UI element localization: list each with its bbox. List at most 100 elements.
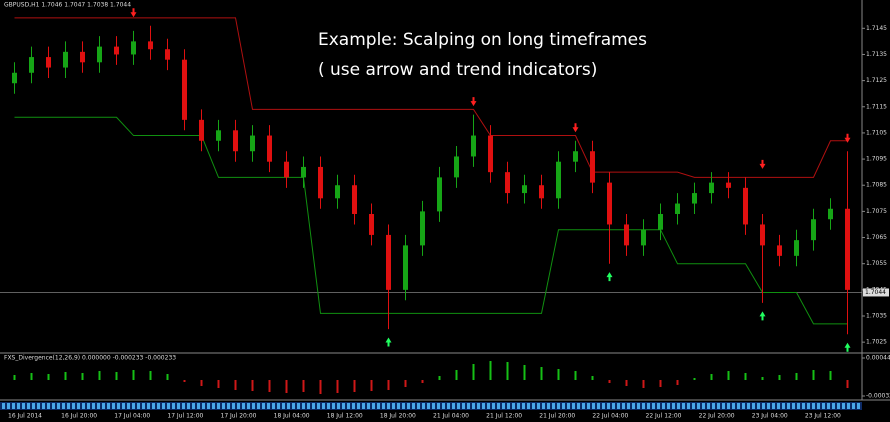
y-tick-label: 1.7135	[866, 51, 887, 58]
strip-cell	[487, 403, 490, 409]
strip-cell	[527, 403, 530, 409]
strip-cell	[482, 403, 485, 409]
strip-cell	[257, 403, 260, 409]
x-tick-label: 16 Jul 2014	[8, 413, 42, 420]
strip-cell	[712, 403, 715, 409]
strip-cell	[442, 403, 445, 409]
strip-cell	[757, 403, 760, 409]
strip-cell	[767, 403, 770, 409]
y-tick-label: 1.7025	[866, 339, 887, 346]
candle-body	[573, 151, 578, 162]
strip-cell	[687, 403, 690, 409]
candle-body	[267, 135, 272, 162]
x-tick-label: 18 Jul 04:00	[274, 413, 310, 420]
strip-cell	[367, 403, 370, 409]
strip-cell	[362, 403, 365, 409]
candle-body	[777, 245, 782, 256]
strip-cell	[627, 403, 630, 409]
candle-body	[386, 234, 391, 290]
strip-cell	[582, 403, 585, 409]
strip-cell	[157, 403, 160, 409]
strip-cell	[727, 403, 730, 409]
candle-body	[131, 41, 136, 55]
strip-cell	[67, 403, 70, 409]
buy-arrow	[844, 342, 851, 352]
strip-cell	[282, 403, 285, 409]
strip-cell	[657, 403, 660, 409]
candle-body	[335, 185, 340, 199]
y-tick-label: 1.7115	[866, 103, 887, 110]
buy-arrow	[385, 337, 392, 347]
candle-body	[199, 119, 204, 141]
x-tick-label: 22 Jul 04:00	[592, 413, 628, 420]
strip-cell	[57, 403, 60, 409]
strip-cell	[347, 403, 350, 409]
strip-cell	[612, 403, 615, 409]
strip-cell	[772, 403, 775, 409]
strip-cell	[677, 403, 680, 409]
strip-cell	[242, 403, 245, 409]
strip-cell	[297, 403, 300, 409]
candle-body	[709, 182, 714, 194]
strip-cell	[47, 403, 50, 409]
candle-body	[556, 161, 561, 199]
candle-body	[318, 166, 323, 199]
strip-cell	[507, 403, 510, 409]
strip-cell	[392, 403, 395, 409]
candle-body	[828, 208, 833, 220]
x-tick-label: 16 Jul 20:00	[61, 413, 97, 420]
strip-cell	[252, 403, 255, 409]
strip-cell	[277, 403, 280, 409]
candle-body	[233, 130, 238, 152]
strip-cell	[782, 403, 785, 409]
strip-cell	[662, 403, 665, 409]
strip-cell	[77, 403, 80, 409]
candle-body	[97, 46, 102, 63]
y-tick-label: 1.7075	[866, 208, 887, 215]
strip-cell	[162, 403, 165, 409]
strip-cell	[672, 403, 675, 409]
strip-cell	[407, 403, 410, 409]
strip-cell	[422, 403, 425, 409]
strip-cell	[822, 403, 825, 409]
strip-cell	[842, 403, 845, 409]
strip-cell	[107, 403, 110, 409]
strip-cell	[217, 403, 220, 409]
candle-body	[114, 46, 119, 55]
strip-cell	[452, 403, 455, 409]
strip-cell	[607, 403, 610, 409]
candle-body	[301, 166, 306, 178]
candle-body	[284, 161, 289, 178]
strip-cell	[147, 403, 150, 409]
strip-cell	[97, 403, 100, 409]
strip-cell	[622, 403, 625, 409]
strip-cell	[102, 403, 105, 409]
strip-cell	[707, 403, 710, 409]
current-price-label: 1.7044	[865, 289, 886, 296]
x-tick-label: 22 Jul 20:00	[699, 413, 735, 420]
strip-cell	[437, 403, 440, 409]
strip-cell	[857, 403, 860, 409]
strip-cell	[152, 403, 155, 409]
strip-cell	[777, 403, 780, 409]
strip-cell	[387, 403, 390, 409]
strip-cell	[227, 403, 230, 409]
strip-cell	[572, 403, 575, 409]
x-tick-label: 23 Jul 04:00	[752, 413, 788, 420]
strip-cell	[832, 403, 835, 409]
strip-cell	[7, 403, 10, 409]
strip-cell	[752, 403, 755, 409]
strip-cell	[592, 403, 595, 409]
strip-cell	[357, 403, 360, 409]
y-tick-label: 1.7085	[866, 182, 887, 189]
strip-cell	[292, 403, 295, 409]
x-tick-label: 21 Jul 12:00	[486, 413, 522, 420]
strip-cell	[52, 403, 55, 409]
strip-cell	[187, 403, 190, 409]
strip-cell	[232, 403, 235, 409]
strip-cell	[322, 403, 325, 409]
strip-cell	[467, 403, 470, 409]
strip-cell	[332, 403, 335, 409]
strip-cell	[202, 403, 205, 409]
